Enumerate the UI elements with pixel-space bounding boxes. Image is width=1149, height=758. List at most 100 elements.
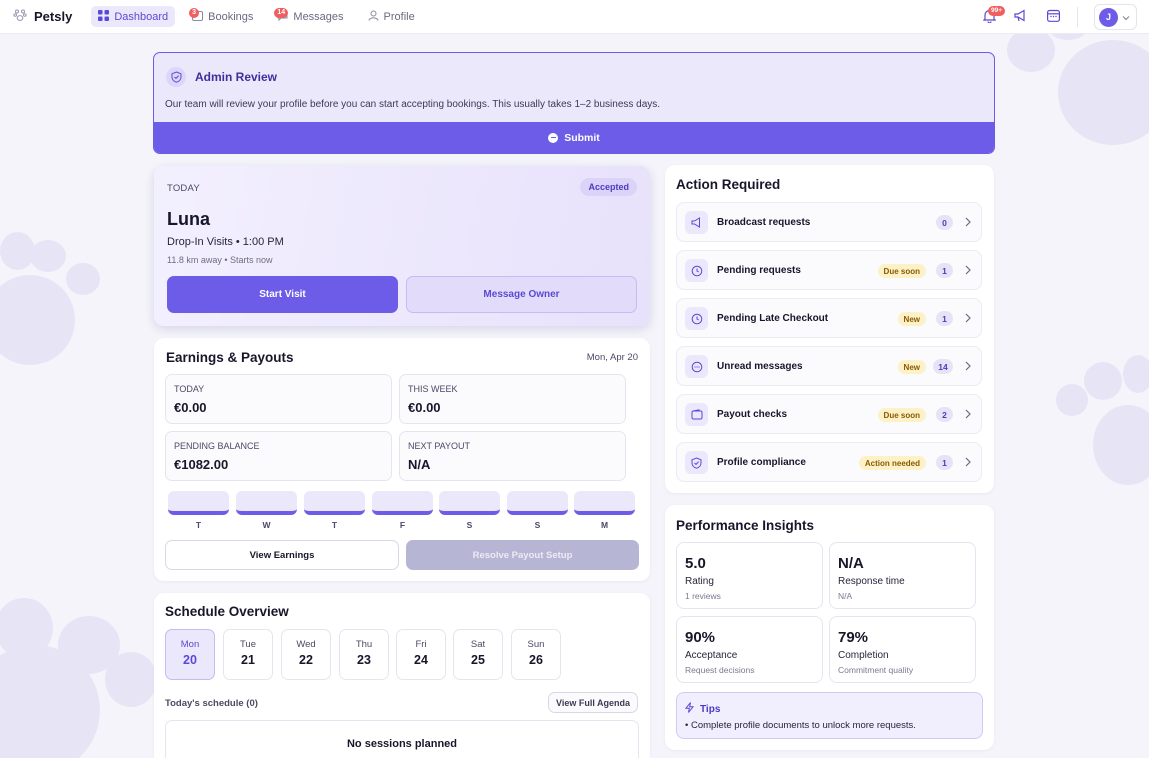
- stat-label: THIS WEEK: [408, 384, 458, 394]
- stat-this-week: THIS WEEK €0.00: [399, 374, 626, 424]
- action-row-unread-messages[interactable]: Unread messages New 14: [676, 346, 982, 386]
- day-name: Tue: [239, 639, 257, 650]
- perf-value: 79%: [838, 629, 869, 646]
- weekday-bar: [507, 491, 568, 515]
- wallet-icon: [685, 403, 708, 426]
- background-paw-blob: [1093, 405, 1149, 485]
- day-selector-mon[interactable]: Mon 20: [165, 629, 215, 680]
- action-count: 1: [936, 263, 953, 278]
- due-soon-tag: Due soon: [877, 264, 926, 278]
- megaphone-icon: [1014, 9, 1028, 25]
- weekday-bar: [439, 491, 500, 515]
- day-number: 21: [241, 653, 255, 667]
- status-badge: Accepted: [580, 178, 637, 196]
- action-row-pending-requests[interactable]: Pending requests Due soon 1: [676, 250, 982, 290]
- day-name: Wed: [296, 639, 316, 650]
- lightning-icon: [684, 702, 695, 716]
- message-owner-button[interactable]: Message Owner: [406, 276, 637, 313]
- earnings-date: Mon, Apr 20: [586, 352, 638, 363]
- submit-label: Submit: [564, 131, 600, 144]
- stat-value: €1082.00: [174, 457, 229, 472]
- megaphone-icon: [685, 211, 708, 234]
- clock-icon: [685, 259, 708, 282]
- day-selector-tue[interactable]: Tue 21: [223, 629, 273, 680]
- topbar-actions: 99+ J: [981, 4, 1137, 30]
- day-selector-sat[interactable]: Sat 25: [453, 629, 503, 680]
- nav-dashboard[interactable]: Dashboard: [91, 6, 176, 27]
- weekday-label: F: [399, 520, 406, 530]
- day-name: Thu: [355, 639, 373, 650]
- background-paw-blob: [1007, 28, 1055, 72]
- pet-name: Luna: [167, 209, 210, 229]
- nav-bookings[interactable]: 3 Bookings: [185, 6, 260, 27]
- nav-messages-label: Messages: [293, 10, 344, 23]
- minus-circle-icon: [548, 132, 559, 143]
- day-selector-wed[interactable]: Wed 22: [281, 629, 331, 680]
- resolve-payout-button[interactable]: Resolve Payout Setup: [406, 540, 639, 570]
- action-row-profile-compliance[interactable]: Profile compliance Action needed 1: [676, 442, 982, 482]
- action-row-pending-late-checkout[interactable]: Pending Late Checkout New 1: [676, 298, 982, 338]
- brand-name: Petsly: [34, 9, 73, 24]
- action-count: 0: [936, 215, 953, 230]
- action-row-broadcast-requests[interactable]: Broadcast requests 0: [676, 202, 982, 242]
- stat-value: €0.00: [408, 400, 441, 415]
- view-full-agenda-button[interactable]: View Full Agenda: [547, 692, 638, 713]
- brand[interactable]: Petsly: [13, 8, 72, 25]
- tips-box: Tips • Complete profile documents to unl…: [676, 692, 983, 739]
- chat-icon: [685, 355, 708, 378]
- stat-label: NEXT PAYOUT: [408, 441, 471, 451]
- shield-icon: [166, 67, 186, 87]
- weekday-label: W: [262, 520, 271, 530]
- empty-schedule-title: No sessions planned: [346, 738, 458, 750]
- background-paw-blob: [1056, 384, 1088, 416]
- weekday-bar: [574, 491, 635, 515]
- action-label: Broadcast requests: [717, 217, 811, 228]
- paw-logo-icon: [13, 8, 27, 25]
- start-visit-button[interactable]: Start Visit: [167, 276, 398, 313]
- perf-acceptance: 90% Acceptance Request decisions: [676, 616, 823, 683]
- tips-title: Tips: [700, 703, 721, 715]
- perf-sub: Commitment quality: [838, 665, 914, 675]
- account-menu-button[interactable]: J: [1094, 4, 1137, 30]
- day-selector-sun[interactable]: Sun 26: [511, 629, 561, 680]
- topbar-divider: [1077, 7, 1078, 27]
- weekday-label: S: [534, 520, 541, 530]
- bookings-badge: 3: [189, 8, 200, 18]
- admin-review-text: Our team will review your profile before…: [165, 99, 661, 110]
- nav-messages[interactable]: 14 Messages: [270, 6, 350, 27]
- nav-profile[interactable]: Profile: [361, 6, 422, 27]
- action-label: Unread messages: [717, 361, 803, 372]
- notifications-button[interactable]: 99+: [981, 6, 1006, 25]
- weekday-bar: [168, 491, 229, 515]
- stat-value: N/A: [408, 457, 431, 472]
- view-earnings-button[interactable]: View Earnings: [165, 540, 399, 570]
- background-paw-blob: [1058, 40, 1149, 145]
- action-count: 14: [933, 359, 953, 374]
- day-number: 20: [183, 653, 197, 667]
- perf-response-time: N/A Response time N/A: [829, 542, 976, 609]
- action-row-payout-checks[interactable]: Payout checks Due soon 2: [676, 394, 982, 434]
- performance-insights-card: Performance Insights 5.0 Rating 1 review…: [665, 505, 994, 750]
- action-label: Payout checks: [717, 409, 788, 420]
- today-booking-card: TODAY Accepted Luna Drop-In Visits • 1:0…: [154, 166, 650, 326]
- submit-button[interactable]: Submit: [154, 122, 994, 153]
- broadcast-button[interactable]: [1013, 9, 1029, 25]
- weekday-bar: [304, 491, 365, 515]
- background-paw-blob: [30, 240, 66, 272]
- day-name: Fri: [415, 639, 427, 650]
- calendar-button[interactable]: [1045, 9, 1061, 25]
- stat-label: PENDING BALANCE: [174, 441, 260, 451]
- main-nav: Dashboard 3 Bookings 14 Messages Profile: [91, 6, 421, 27]
- calendar-icon: [1046, 9, 1060, 25]
- action-count: 1: [936, 311, 953, 326]
- tips-text: • Complete profile documents to unlock m…: [685, 720, 916, 731]
- background-paw-blob: [1084, 362, 1122, 400]
- today-label: TODAY: [167, 183, 200, 194]
- schedule-card: Schedule Overview Mon 20 Tue 21 Wed 22 T…: [154, 593, 650, 758]
- due-soon-tag: Due soon: [877, 408, 926, 422]
- day-selector-fri[interactable]: Fri 24: [396, 629, 446, 680]
- day-selector-thu[interactable]: Thu 23: [339, 629, 389, 680]
- action-label: Pending requests: [717, 265, 801, 276]
- admin-review-title: Admin Review: [195, 70, 278, 84]
- perf-sub: Request decisions: [685, 665, 755, 675]
